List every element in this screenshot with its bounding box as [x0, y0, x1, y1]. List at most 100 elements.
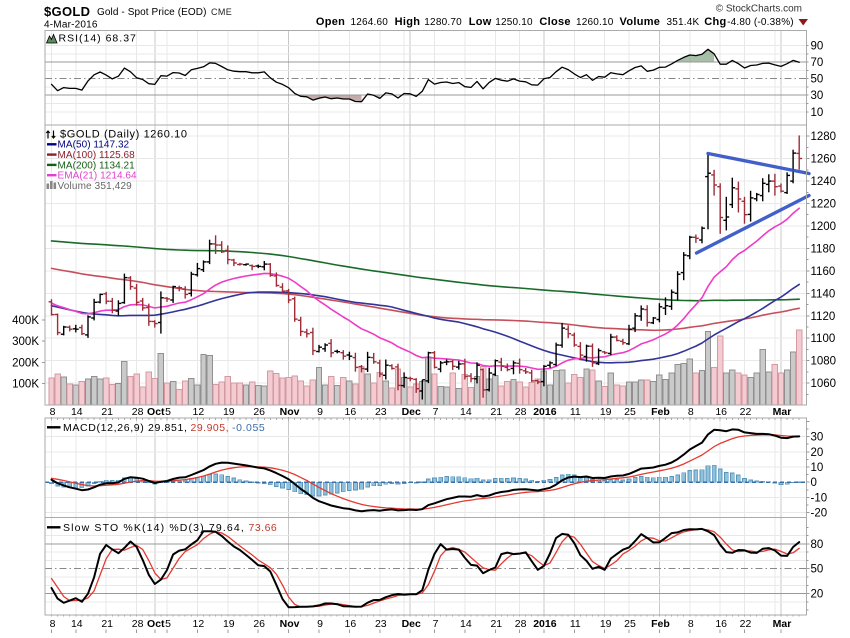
svg-text:25: 25 — [624, 406, 636, 418]
svg-text:19: 19 — [600, 406, 612, 418]
svg-text:12: 12 — [193, 618, 205, 630]
svg-text:Feb: Feb — [651, 618, 670, 630]
svg-text:1260.10: 1260.10 — [576, 17, 614, 28]
svg-text:16: 16 — [715, 406, 727, 418]
svg-text:$GOLD (Daily) 1260.10: $GOLD (Daily) 1260.10 — [60, 128, 188, 140]
svg-text:28: 28 — [515, 406, 527, 418]
svg-text:10: 10 — [811, 462, 824, 474]
svg-text:Feb: Feb — [651, 406, 670, 418]
svg-text:351.4K: 351.4K — [667, 17, 700, 28]
svg-text:CME: CME — [211, 7, 232, 17]
svg-text:Oct: Oct — [147, 618, 165, 630]
svg-text:8: 8 — [50, 406, 56, 418]
svg-text:29.905,: 29.905, — [191, 422, 230, 434]
svg-text:Slow STO %K(14) %D(3) 79.64,: Slow STO %K(14) %D(3) 79.64, — [63, 522, 245, 534]
svg-text:2016: 2016 — [533, 406, 557, 418]
svg-text:30: 30 — [811, 90, 824, 102]
svg-text:9: 9 — [317, 618, 323, 630]
svg-text:90: 90 — [811, 41, 824, 53]
svg-text:21: 21 — [101, 618, 113, 630]
svg-text:21: 21 — [101, 406, 113, 418]
svg-text:100K: 100K — [12, 379, 39, 391]
svg-text:High: High — [395, 16, 421, 28]
svg-text:2016: 2016 — [533, 618, 557, 630]
svg-text:12: 12 — [193, 406, 205, 418]
svg-text:73.66: 73.66 — [249, 522, 278, 534]
svg-text:11: 11 — [570, 618, 581, 630]
svg-text:16: 16 — [345, 618, 357, 630]
svg-text:14: 14 — [71, 618, 83, 630]
svg-text:20: 20 — [811, 447, 824, 459]
svg-text:Gold - Spot Price (EOD): Gold - Spot Price (EOD) — [97, 7, 207, 18]
svg-text:Open: Open — [316, 16, 345, 28]
svg-text:1250.10: 1250.10 — [495, 17, 533, 28]
svg-text:MACD(12,26,9) 29.851,: MACD(12,26,9) 29.851, — [63, 422, 188, 434]
svg-text:Oct: Oct — [147, 406, 165, 418]
svg-text:Mar: Mar — [773, 618, 792, 630]
svg-text:28: 28 — [515, 618, 527, 630]
svg-text:Dec: Dec — [402, 406, 421, 418]
svg-text:1264.60: 1264.60 — [351, 17, 389, 28]
svg-text:7: 7 — [433, 406, 439, 418]
svg-text:8: 8 — [50, 618, 56, 630]
svg-text:22: 22 — [740, 618, 752, 630]
svg-text:1220: 1220 — [811, 199, 837, 211]
svg-text:-10: -10 — [811, 492, 828, 504]
svg-text:Volume: Volume — [620, 16, 661, 28]
svg-text:400K: 400K — [12, 315, 39, 327]
svg-text:10: 10 — [811, 107, 824, 119]
svg-text:11: 11 — [570, 406, 581, 418]
svg-text:26: 26 — [253, 618, 265, 630]
svg-text:9: 9 — [317, 406, 323, 418]
svg-text:21: 21 — [490, 618, 502, 630]
svg-text:5: 5 — [165, 618, 171, 630]
svg-text:26: 26 — [253, 406, 265, 418]
svg-text:-20: -20 — [811, 508, 828, 520]
svg-text:14: 14 — [460, 618, 472, 630]
svg-text:Nov: Nov — [280, 406, 300, 418]
svg-text:23: 23 — [375, 618, 387, 630]
svg-text:5: 5 — [165, 406, 171, 418]
svg-text:19: 19 — [223, 406, 235, 418]
svg-text:-0.055: -0.055 — [232, 422, 265, 434]
svg-text:Nov: Nov — [280, 618, 300, 630]
svg-text:1180: 1180 — [811, 243, 836, 255]
svg-text:1280.70: 1280.70 — [424, 17, 462, 28]
svg-text:4-Mar-2016: 4-Mar-2016 — [44, 20, 98, 31]
svg-text:16: 16 — [715, 618, 727, 630]
svg-text:23: 23 — [375, 406, 387, 418]
svg-text:19: 19 — [600, 618, 612, 630]
svg-text:$GOLD: $GOLD — [44, 4, 90, 19]
svg-text:Close: Close — [539, 16, 570, 28]
svg-text:1200: 1200 — [811, 221, 837, 233]
svg-text:19: 19 — [223, 618, 235, 630]
svg-text:28: 28 — [132, 406, 144, 418]
svg-text:1120: 1120 — [811, 311, 836, 323]
svg-text:1240: 1240 — [811, 176, 837, 188]
svg-text:21: 21 — [490, 406, 502, 418]
svg-text:8: 8 — [688, 618, 694, 630]
svg-text:80: 80 — [811, 539, 824, 551]
svg-text:25: 25 — [624, 618, 636, 630]
svg-text:Mar: Mar — [773, 406, 792, 418]
svg-text:16: 16 — [345, 406, 357, 418]
svg-text:50: 50 — [811, 74, 824, 86]
svg-text:Dec: Dec — [402, 618, 421, 630]
svg-text:20: 20 — [811, 589, 824, 601]
svg-text:14: 14 — [71, 406, 83, 418]
svg-text:200K: 200K — [12, 357, 39, 369]
svg-text:RSI(14) 68.37: RSI(14) 68.37 — [59, 33, 137, 45]
svg-text:28: 28 — [132, 618, 144, 630]
svg-text:1160: 1160 — [811, 266, 836, 278]
svg-text:-4.80 (-0.38%): -4.80 (-0.38%) — [727, 17, 794, 28]
svg-text:0: 0 — [811, 477, 817, 489]
svg-text:300K: 300K — [12, 336, 39, 348]
svg-text:Chg: Chg — [704, 16, 726, 28]
svg-text:© StockCharts.com: © StockCharts.com — [716, 4, 802, 15]
svg-text:8: 8 — [688, 406, 694, 418]
svg-text:Volume 351,429: Volume 351,429 — [58, 181, 133, 192]
svg-text:7: 7 — [433, 618, 439, 630]
svg-text:22: 22 — [740, 406, 752, 418]
svg-text:1260: 1260 — [811, 154, 837, 166]
svg-text:30: 30 — [811, 432, 824, 444]
